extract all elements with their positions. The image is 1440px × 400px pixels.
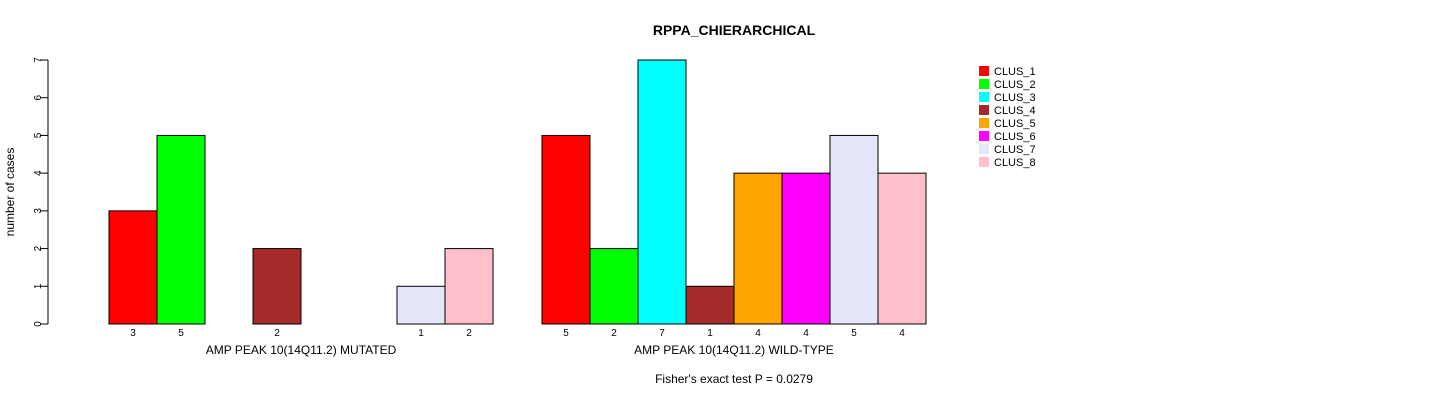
y-tick-label: 1 [33, 283, 44, 289]
bar-clus-8 [444, 248, 494, 325]
legend-label: CLUS_3 [994, 92, 1036, 104]
y-tick-label: 4 [33, 170, 44, 176]
count-label: 4 [803, 328, 809, 339]
count-label: 1 [707, 328, 713, 339]
y-tick-label: 0 [33, 321, 44, 327]
count-label: 2 [274, 328, 280, 339]
legend-swatch [979, 144, 989, 154]
legend-swatch [979, 105, 989, 115]
count-label: 7 [659, 328, 665, 339]
bar-clus-2 [156, 134, 206, 325]
legend-label: CLUS_5 [994, 118, 1036, 130]
count-label: 4 [755, 328, 761, 339]
legend-swatch [979, 157, 989, 167]
legend-label: CLUS_7 [994, 144, 1036, 156]
count-label: 2 [466, 328, 472, 339]
count-label: 4 [899, 328, 905, 339]
legend-swatch [979, 66, 989, 76]
group-label: AMP PEAK 10(14Q11.2) MUTATED [206, 343, 397, 357]
legend-label: CLUS_1 [994, 66, 1036, 78]
legend-label: CLUS_4 [994, 105, 1036, 117]
bar-clus-7 [396, 285, 446, 325]
count-label: 2 [611, 328, 617, 339]
legend-swatch [979, 131, 989, 141]
legend-swatch [979, 92, 989, 102]
y-tick-label: 5 [33, 132, 44, 138]
fisher-test-note: Fisher's exact test P = 0.0279 [655, 372, 813, 386]
legend-swatch [979, 79, 989, 89]
bars: 3 5 2 1 2 5 2 7 1 4 4 5 4 [108, 59, 927, 339]
bar-clus-2 [589, 248, 639, 325]
y-tick-label: 6 [33, 94, 44, 100]
bar-clus-6 [781, 172, 831, 325]
y-axis-label: number of cases [3, 148, 17, 237]
bar-clus-5 [733, 172, 783, 325]
count-label: 1 [418, 328, 424, 339]
legend: CLUS_1CLUS_2CLUS_3CLUS_4CLUS_5CLUS_6CLUS… [979, 66, 1036, 169]
bar-clus-1 [108, 210, 158, 325]
count-label: 3 [130, 328, 136, 339]
bar-clus-4 [685, 285, 735, 325]
y-tick-label: 2 [33, 245, 44, 251]
bar-clus-8 [877, 172, 927, 325]
count-label: 5 [563, 328, 569, 339]
chart-title: RPPA_CHIERARCHICAL [653, 22, 816, 38]
bar-clus-3 [637, 59, 687, 325]
legend-label: CLUS_2 [994, 79, 1036, 91]
bar-clus-7 [829, 134, 879, 325]
legend-swatch [979, 118, 989, 128]
y-tick-label: 3 [33, 208, 44, 214]
group-label: AMP PEAK 10(14Q11.2) WILD-TYPE [634, 343, 834, 357]
count-label: 5 [178, 328, 184, 339]
bar-clus-4 [252, 248, 302, 325]
group-labels: AMP PEAK 10(14Q11.2) MUTATED AMP PEAK 10(… [206, 343, 834, 357]
y-axis: 0 1 2 3 4 5 6 7 [33, 57, 49, 327]
legend-label: CLUS_6 [994, 131, 1036, 143]
count-label: 5 [851, 328, 857, 339]
legend-label: CLUS_8 [994, 157, 1036, 169]
bar-clus-1 [541, 134, 591, 325]
y-tick-label: 7 [33, 57, 44, 63]
